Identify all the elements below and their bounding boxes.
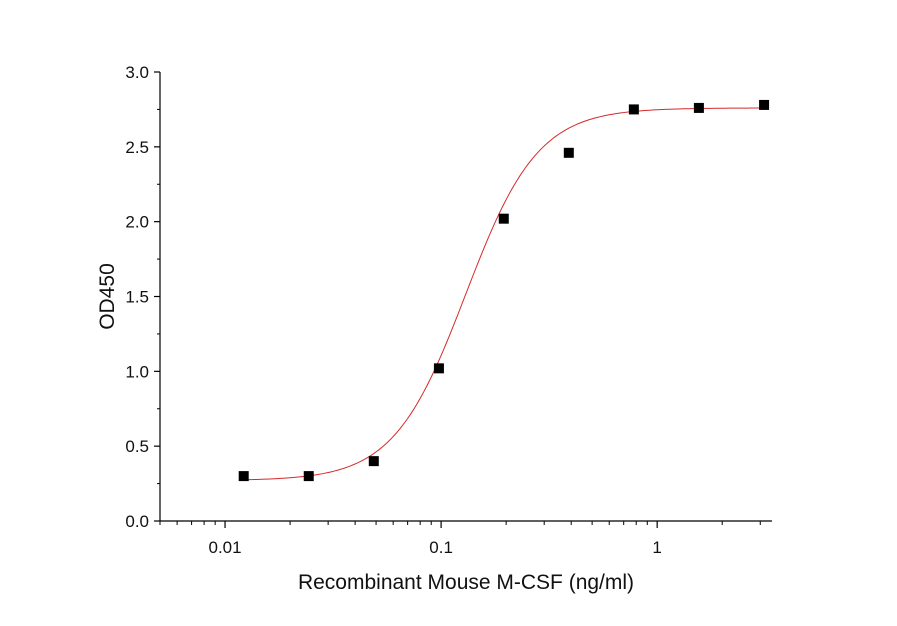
y-tick-label: 0.5 [125,437,149,456]
data-point [433,363,444,374]
data-point [368,456,379,467]
x-tick-label: 0.01 [208,538,241,557]
x-tick-label: 0.1 [429,538,453,557]
plot-area [238,99,770,482]
data-point [498,213,509,224]
data-point [563,147,574,158]
x-axis: 0.01 0.1 1 Recombinant Mouse M-CSF (ng/ml) [159,520,772,594]
data-point [759,99,770,110]
data-point [628,104,639,115]
y-tick-label: 2.5 [125,138,149,157]
x-axis-title: Recombinant Mouse M-CSF (ng/ml) [298,571,634,594]
y-axis-title: OD450 [96,263,119,330]
data-point [303,471,314,482]
x-ticks: 0.01 0.1 1 [159,521,761,557]
y-tick-label: 1.0 [125,362,149,381]
y-ticks: 0.0 0.5 1.0 1.5 2.0 2.5 3.0 [125,63,160,531]
y-axis: 0.0 0.5 1.0 1.5 2.0 2.5 3.0 OD450 [96,63,161,531]
y-tick-label: 0.0 [125,512,149,531]
x-tick-label: 1 [652,538,661,557]
data-points [238,99,770,482]
fit-curve [243,107,765,481]
y-tick-label: 2.0 [125,213,149,232]
data-point [693,102,704,113]
y-tick-label: 3.0 [125,63,149,82]
y-tick-label: 1.5 [125,288,149,307]
data-point [238,471,249,482]
